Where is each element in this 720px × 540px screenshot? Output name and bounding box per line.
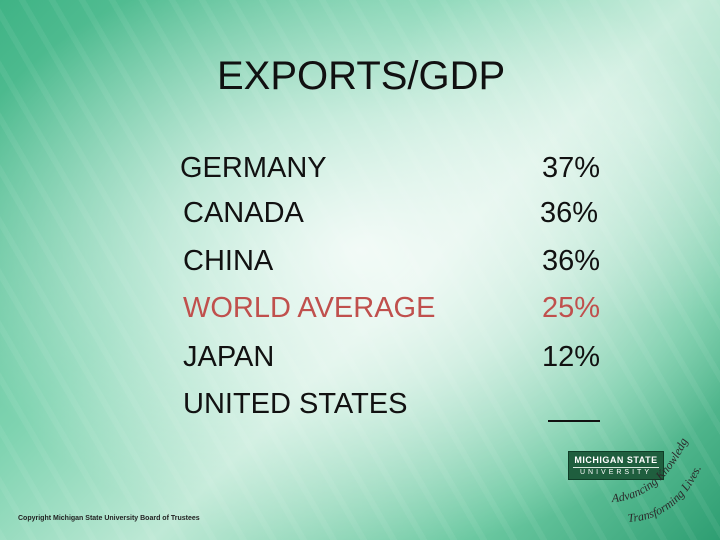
country-label: UNITED STATES [183,388,408,420]
country-label: WORLD AVERAGE [183,292,436,324]
value-label: 25% [541,292,600,324]
slide-title: EXPORTS/GDP [217,54,506,98]
table-row-world-average: WORLD AVERAGE 25% [0,286,720,330]
blank-value-line [548,398,600,422]
logo-line-1: MICHIGAN STATE [574,455,658,465]
value-label: 36% [539,197,598,229]
country-label: CHINA [183,245,274,277]
table-row-china: CHINA 36% [0,239,720,283]
country-label: JAPAN [183,341,275,373]
copyright-text: Copyright Michigan State University Boar… [18,515,200,522]
value-label: 12% [541,341,600,373]
logo-divider [573,467,659,468]
table-row-germany: GERMANY 37% [0,146,720,190]
table-row-japan: JAPAN 12% [0,335,720,379]
country-label: GERMANY [180,152,327,184]
table-row-united-states: UNITED STATES [0,382,720,426]
msu-logo: MICHIGAN STATE UNIVERSITY [568,451,664,480]
value-label: 36% [541,245,600,277]
msu-tagline-logo: Advancing Knowledge. Transforming Lives. [600,430,704,525]
value-label: 37% [541,152,600,184]
logo-line-2: UNIVERSITY [579,469,652,476]
table-row-canada: CANADA 36% [0,191,720,235]
country-label: CANADA [183,197,304,229]
